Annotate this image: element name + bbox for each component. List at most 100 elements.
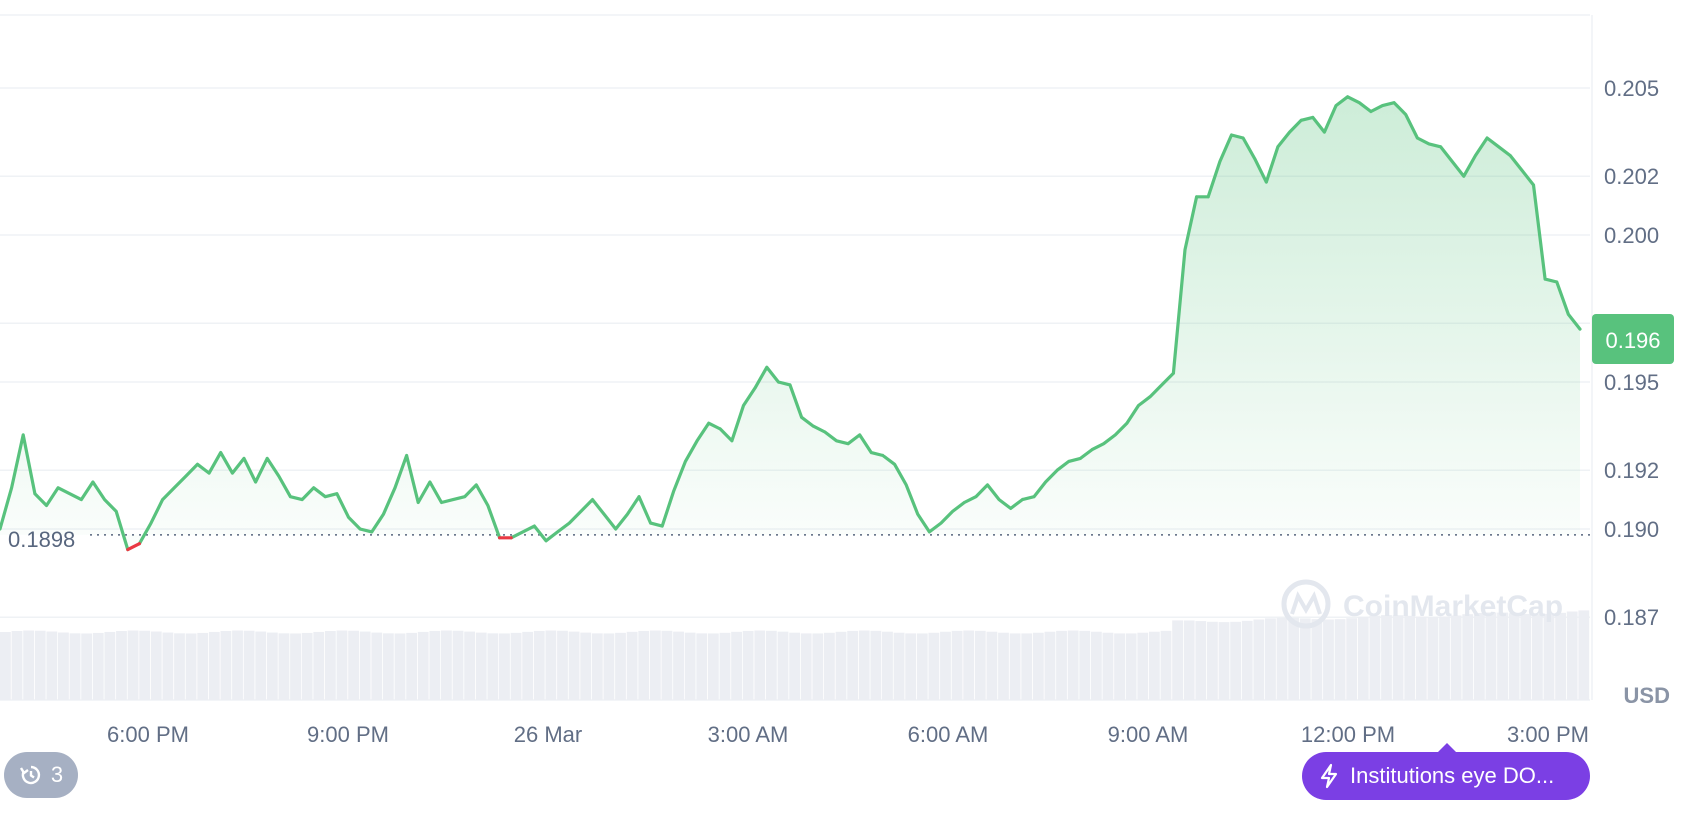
volume-bar	[1299, 618, 1311, 700]
volume-bar	[1334, 619, 1346, 700]
volume-bar	[661, 630, 673, 700]
volume-bar	[139, 630, 151, 700]
y-tick-label: 0.205	[1604, 76, 1659, 101]
volume-bar	[487, 633, 499, 700]
volume-bar	[429, 630, 441, 700]
x-tick-label: 26 Mar	[514, 722, 582, 747]
coinmarketcap-watermark: CoinMarketCap	[1281, 579, 1563, 629]
volume-bar	[34, 630, 46, 700]
volume-bar	[1531, 614, 1543, 700]
volume-bar	[858, 630, 870, 700]
volume-bar	[1473, 613, 1485, 700]
volume-bar	[243, 630, 255, 700]
current-price-label: 0.196	[1605, 328, 1660, 353]
volume-bar	[626, 631, 638, 700]
volume-bars	[0, 610, 1590, 700]
volume-bar	[568, 631, 580, 700]
volume-bar	[1543, 613, 1555, 700]
volume-bar	[475, 632, 487, 700]
volume-bar	[464, 631, 476, 700]
volume-bar	[835, 631, 847, 700]
y-tick-label: 0.195	[1604, 370, 1659, 395]
volume-bar	[916, 633, 928, 700]
volume-bar	[324, 630, 336, 700]
volume-bar	[1439, 616, 1450, 700]
lightning-icon	[1320, 763, 1338, 789]
volume-bar	[1241, 620, 1253, 700]
volume-bar	[1148, 631, 1160, 700]
volume-bar	[638, 630, 650, 700]
news-pointer	[1437, 743, 1457, 753]
volume-bar	[452, 630, 464, 700]
volume-bar	[1578, 610, 1590, 700]
volume-bar	[1230, 621, 1242, 700]
watermark-text: CoinMarketCap	[1343, 590, 1563, 623]
volume-bar	[905, 633, 917, 700]
volume-bar	[197, 632, 209, 700]
volume-bar	[707, 633, 719, 700]
volume-bar	[974, 630, 986, 700]
volume-bar	[441, 630, 452, 700]
volume-bar	[742, 630, 754, 700]
volume-bar	[1288, 617, 1300, 700]
price-area	[0, 96, 1580, 550]
volume-bar	[1253, 619, 1265, 700]
volume-bar	[23, 630, 35, 700]
volume-bar	[1056, 630, 1067, 700]
volume-bar	[127, 630, 139, 700]
volume-bar	[104, 631, 116, 700]
volume-bar	[220, 631, 232, 700]
volume-bar	[603, 633, 615, 700]
volume-bar	[928, 632, 940, 700]
history-icon	[19, 765, 40, 785]
volume-bar	[46, 631, 58, 700]
y-tick-label: 0.190	[1604, 517, 1659, 542]
volume-bar	[232, 630, 243, 700]
volume-bar	[870, 630, 882, 700]
volume-bar	[1497, 612, 1508, 700]
volume-bar	[1265, 618, 1276, 700]
volume-bar	[0, 632, 11, 700]
volume-bar	[1021, 633, 1033, 700]
price-line[interactable]	[0, 95, 1582, 552]
volume-bar	[1183, 620, 1195, 700]
volume-bar	[731, 631, 742, 700]
volume-bar	[116, 631, 127, 700]
volume-bar	[1427, 616, 1439, 700]
volume-bar	[1009, 633, 1021, 700]
volume-bar	[998, 632, 1009, 700]
history-count: 3	[50, 762, 64, 787]
volume-bar	[1520, 613, 1532, 700]
volume-bar	[255, 631, 267, 700]
volume-bar	[1218, 622, 1230, 700]
volume-bar	[1508, 613, 1520, 700]
axes: 0.1870.1900.1920.1950.1970.2000.2020.205…	[107, 76, 1670, 747]
volume-bar	[69, 633, 81, 700]
current-price-tag-bg	[1592, 314, 1674, 364]
volume-bar	[545, 630, 557, 700]
volume-bar	[1346, 618, 1358, 700]
volume-bar	[1323, 619, 1334, 700]
news-label: Institutions eye DO...	[1350, 763, 1555, 788]
volume-bar	[1404, 615, 1416, 700]
price-line-down[interactable]	[126, 536, 513, 552]
volume-bar	[696, 633, 708, 700]
volume-bar	[684, 632, 696, 700]
volume-bar	[533, 630, 545, 700]
volume-bar	[1462, 614, 1474, 700]
volume-bar	[1555, 612, 1566, 700]
news-button[interactable]: Institutions eye DO...	[1302, 752, 1590, 800]
volume-bar	[510, 632, 522, 700]
volume-bar	[580, 632, 592, 700]
volume-bar	[1369, 615, 1381, 700]
volume-bar	[940, 631, 951, 700]
volume-bar	[847, 630, 859, 700]
volume-bar	[963, 630, 975, 700]
price-line-up[interactable]	[0, 95, 1582, 552]
volume-bar	[499, 633, 510, 700]
volume-bar	[649, 630, 661, 700]
history-badge[interactable]: 3	[4, 752, 78, 798]
volume-bar	[1195, 621, 1207, 700]
